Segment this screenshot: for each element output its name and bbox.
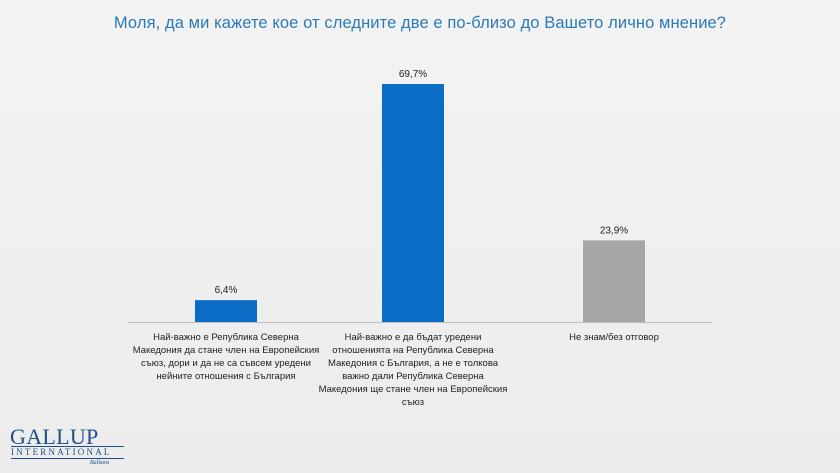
data-label-1: 6,4%	[215, 285, 238, 296]
logo-subtitle: INTERNATIONAL	[11, 447, 112, 457]
bar-1	[195, 300, 257, 322]
category-label-line: Най-важно е да бъдат уредени	[344, 332, 482, 343]
logo-rule-bottom	[11, 458, 124, 459]
logo-rule-top	[11, 446, 124, 447]
category-label-line: отношенията на Република Северна	[332, 345, 494, 356]
gallup-international-logo: GALLUP INTERNATIONAL Balkans	[10, 426, 140, 470]
category-label-line: съюз	[401, 397, 425, 408]
category-label-line: нейните отношения с България	[156, 371, 296, 382]
category-label-line: Македония да стане член на Европейския	[132, 345, 320, 356]
category-label-2: Най-важно е да бъдат уредени отношенията …	[318, 331, 508, 409]
data-label-2: 69,7%	[399, 69, 427, 80]
bar-2	[382, 84, 444, 322]
category-label-line: важно дали Република Северна	[342, 371, 484, 382]
category-label-line: Не знам/без отговор	[569, 332, 659, 343]
bar-3	[583, 240, 645, 322]
logo-name: GALLUP	[10, 424, 99, 449]
category-label-line: Македония с България, а не е толкова	[327, 358, 499, 369]
category-label-3: Не знам/без отговор	[524, 331, 704, 344]
logo-tagline: Balkans	[90, 460, 110, 466]
category-label-1: Най-важно е Република Северна Македония д…	[126, 331, 326, 383]
category-label-line: Македония ще стане член на Европейския	[318, 384, 508, 395]
data-label-3: 23,9%	[600, 225, 628, 236]
chart-title: Моля, да ми кажете кое от следните две е…	[113, 14, 727, 32]
category-label-line: Най-важно е Република Северна	[153, 332, 299, 343]
category-label-line: съюз, дори и да не са съвсем уредени	[141, 358, 311, 369]
